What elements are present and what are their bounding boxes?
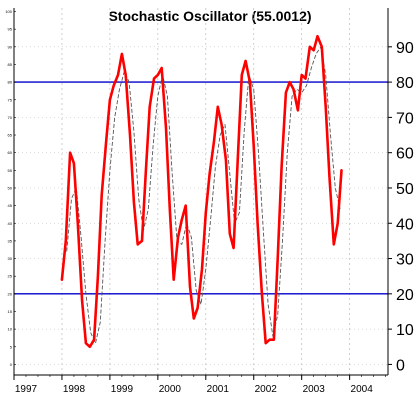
left-tick-label: 10 (8, 327, 13, 332)
series-group (60, 34, 343, 349)
x-tick-label: 1997 (15, 384, 38, 395)
x-tick-label: 2000 (159, 384, 182, 395)
y-tick-label: 70 (396, 110, 414, 127)
series-line-main (60, 34, 343, 349)
left-tick-label: 30 (8, 256, 13, 261)
chart-title: Stochastic Oscillator (55.0012) (108, 8, 311, 24)
left-tick-label: 35 (8, 238, 13, 243)
y-tick-label: 80 (396, 75, 414, 92)
left-tick-label: 40 (8, 221, 13, 226)
x-tick-label: 1999 (111, 384, 134, 395)
y-tick-label: 10 (396, 322, 414, 339)
left-tick-label: 50 (8, 185, 13, 190)
y-tick-label: 60 (396, 146, 414, 163)
left-tick-label: 75 (8, 97, 13, 102)
x-tick-label: 2003 (303, 384, 326, 395)
gridlines (13, 8, 388, 375)
left-tick-label: 65 (8, 133, 13, 138)
y-tick-label: 20 (396, 287, 414, 304)
x-tick-label: 2002 (255, 384, 278, 395)
left-tick-label: 80 (8, 80, 13, 85)
left-tick-label: 70 (8, 115, 13, 120)
reference-lines (14, 81, 388, 295)
left-tick-label: 0 (10, 362, 13, 367)
left-tick-label: 95 (8, 27, 13, 32)
y-tick-label: 40 (396, 216, 414, 233)
left-tick-label: 55 (8, 168, 13, 173)
y-tick-label: 30 (396, 252, 414, 269)
left-tick-label: 20 (8, 291, 13, 296)
left-tick-label: 5 (10, 344, 13, 349)
left-tick-label: 90 (8, 44, 13, 49)
x-tick-label: 2004 (351, 384, 374, 395)
left-tick-label: 85 (8, 62, 13, 67)
left-tick-label: 100 (5, 9, 12, 14)
left-tick-label: 15 (8, 309, 13, 314)
left-tick-label: 25 (8, 274, 13, 279)
left-tick-label: 45 (8, 203, 13, 208)
tick-labels: 1997 1998 1999 2000 2001 2002 2003 200401020304… (5, 9, 414, 395)
x-tick-label: 1998 (63, 384, 86, 395)
y-tick-label: 90 (396, 40, 414, 57)
y-tick-label: 0 (396, 357, 405, 374)
left-tick-label: 60 (8, 150, 13, 155)
x-tick-label: 2001 (207, 384, 230, 395)
y-tick-label: 50 (396, 181, 414, 198)
